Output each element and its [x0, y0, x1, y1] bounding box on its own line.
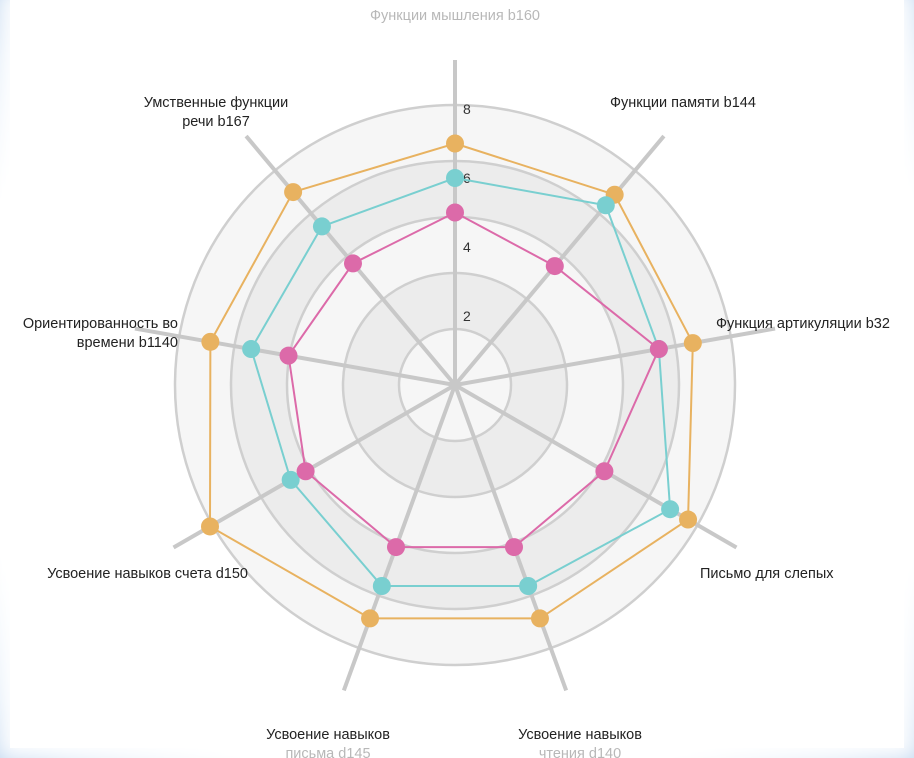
data-point[interactable]	[679, 510, 698, 529]
series-line	[287, 211, 661, 549]
data-point[interactable]	[242, 340, 261, 359]
data-point[interactable]	[446, 169, 464, 187]
axis-label-line: Функция артикуляции b32	[716, 316, 890, 332]
data-point[interactable]	[596, 196, 615, 215]
axis-label: Усвоение навыков чтения d140	[518, 727, 642, 758]
axis-label: Функции мышления b160	[370, 8, 540, 24]
data-point[interactable]	[279, 346, 298, 365]
axis-label-line: речи b167	[182, 114, 250, 130]
axis-label-line: Функции мышления b160	[370, 8, 540, 24]
data-point[interactable]	[649, 340, 668, 359]
axis-label-line: Ориентированность во	[23, 316, 178, 332]
axis-labels: Функции мышления b160 Функции памяти b144…	[23, 8, 890, 758]
axis-label-line: Усвоение навыков счета d150	[47, 566, 248, 582]
data-point[interactable]	[504, 538, 523, 557]
axis-label: Функция артикуляции b32	[716, 316, 890, 332]
axis-label: Ориентированность во времени b1140	[23, 316, 178, 351]
axis-label-line: Умственные функции	[144, 95, 288, 111]
data-point[interactable]	[387, 538, 406, 557]
data-point[interactable]	[530, 609, 549, 628]
axis-label-line: Усвоение навыков	[518, 727, 642, 743]
data-point[interactable]	[284, 183, 303, 202]
axis-label: Письмо для слепых	[700, 566, 834, 582]
axis-label: Усвоение навыков счета d150	[47, 566, 248, 582]
axis-label-line: чтения d140	[539, 746, 621, 758]
radar-series	[201, 134, 702, 628]
radial-tick-label: 4	[463, 239, 471, 255]
data-point[interactable]	[361, 609, 380, 628]
axis-label-line: времени b1140	[77, 335, 178, 351]
axis-spoke	[453, 384, 569, 692]
axis-label: Функции памяти b144	[610, 95, 756, 111]
axis-label-line: Усвоение навыков	[266, 727, 390, 743]
data-point[interactable]	[312, 217, 331, 236]
axis-label: Усвоение навыков письма d145	[266, 727, 390, 758]
data-point[interactable]	[201, 332, 220, 351]
data-point[interactable]	[519, 577, 538, 596]
axis-spoke	[341, 384, 457, 692]
axis-label-line: Письмо для слепых	[700, 566, 834, 582]
data-point[interactable]	[343, 254, 362, 273]
axis-label: Умственные функции речи b167	[144, 95, 288, 130]
radial-tick-label: 6	[463, 170, 471, 186]
data-point[interactable]	[683, 334, 702, 353]
data-point[interactable]	[446, 203, 464, 222]
axis-label-line: письма d145	[285, 746, 370, 758]
axis-spoke	[454, 326, 776, 387]
data-point[interactable]	[296, 462, 315, 481]
radial-tick-labels: 2 4 6 8	[463, 101, 471, 324]
data-point[interactable]	[661, 500, 680, 519]
axis-spoke	[172, 383, 457, 550]
radial-tick-label: 8	[463, 101, 471, 117]
series-line	[209, 142, 694, 620]
data-point[interactable]	[545, 257, 564, 276]
data-point[interactable]	[281, 470, 300, 489]
radial-tick-label: 2	[463, 308, 471, 324]
data-point[interactable]	[446, 134, 464, 153]
data-point[interactable]	[201, 517, 220, 536]
axis-label-line: Функции памяти b144	[610, 95, 756, 111]
data-point[interactable]	[595, 462, 614, 481]
data-point[interactable]	[372, 577, 391, 596]
series-line	[250, 176, 672, 588]
